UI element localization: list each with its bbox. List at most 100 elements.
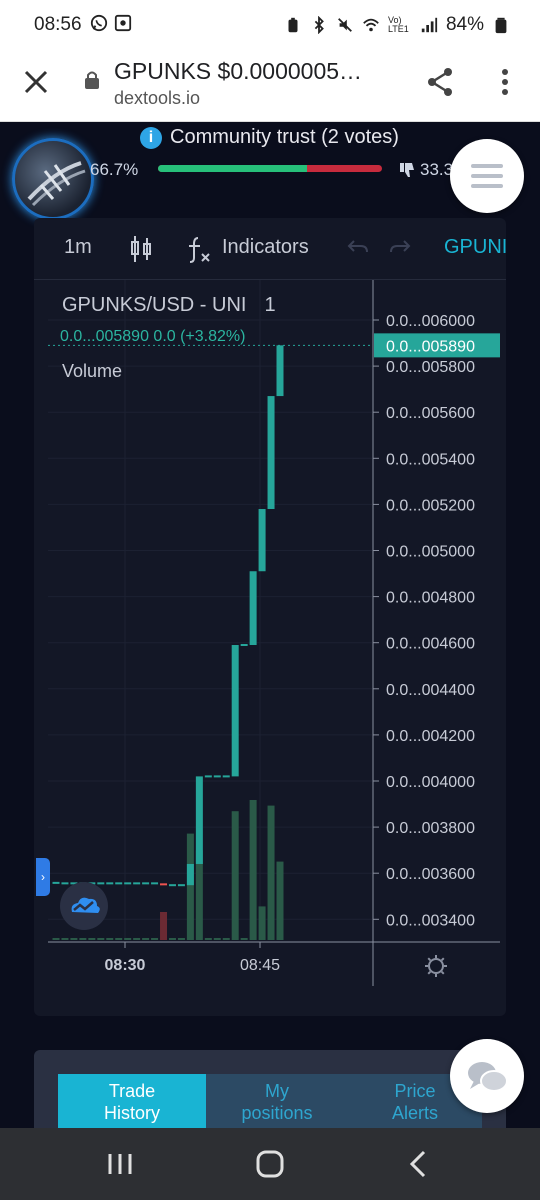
- volume-bar: [204, 938, 212, 940]
- volume-bar: [213, 938, 221, 940]
- symbol-tab[interactable]: GPUNI: [444, 236, 506, 258]
- candle-type-icon[interactable]: [130, 234, 152, 264]
- price-chart[interactable]: 0.0...006000 0.0...005800 0.0...005600 0.0.…: [34, 280, 506, 1016]
- side-panel-toggle[interactable]: ›: [36, 858, 50, 896]
- volume-bar: [142, 938, 150, 940]
- candle: [186, 863, 194, 886]
- chart-toolbar: 1m Indicators GPUNI: [34, 218, 506, 280]
- volume-bar: [160, 912, 168, 940]
- y-tick-label: 0.0...004800: [386, 590, 475, 607]
- wifi-icon: [363, 18, 379, 32]
- current-price-tag-label: 0.0...005890: [386, 338, 475, 355]
- notification-icon: [288, 17, 298, 33]
- tab-label: History: [103, 1103, 160, 1123]
- candle: [249, 571, 257, 646]
- volume-bar: [168, 938, 176, 940]
- home-icon[interactable]: [254, 1148, 286, 1180]
- status-bar: 08:56 Vo) LTE1 84%: [0, 0, 540, 50]
- candle: [240, 644, 248, 647]
- whatsapp-icon: [90, 14, 108, 32]
- candle: [124, 882, 132, 885]
- android-nav-bar: [0, 1128, 540, 1200]
- menu-bar-icon: [471, 184, 503, 188]
- current-price-tag: [374, 333, 500, 358]
- share-icon[interactable]: [424, 66, 456, 98]
- candle: [160, 883, 168, 886]
- close-icon[interactable]: [22, 68, 50, 96]
- y-tick-label: 0.0...003400: [386, 912, 475, 929]
- candle: [276, 345, 284, 397]
- volume-bar: [97, 938, 105, 940]
- tab-label: positions: [241, 1103, 313, 1123]
- y-tick-label: 0.0...004200: [386, 728, 475, 745]
- trust-down-percent: 33.3: [420, 160, 454, 179]
- volume-bar: [61, 938, 69, 940]
- last-price-line: 0.0...005890 0.0 (+3.82%): [60, 328, 246, 345]
- chat-icon: [468, 1062, 508, 1092]
- y-tick-label: 0.0...005000: [386, 544, 475, 561]
- y-tick-label: 0.0...005200: [386, 497, 475, 514]
- lock-icon: [85, 71, 99, 89]
- browser-toolbar: GPUNKS $0.0000005… dextools.io: [0, 50, 540, 122]
- candle: [177, 884, 185, 887]
- candle: [106, 882, 114, 885]
- chart-settings-icon[interactable]: [425, 955, 447, 977]
- tab-label: My: [265, 1081, 289, 1101]
- info-icon[interactable]: i: [140, 126, 162, 149]
- pair-interval: 1: [264, 294, 276, 316]
- status-time: 08:56: [34, 14, 82, 35]
- volume-bar: [222, 938, 230, 940]
- community-trust-title: Community trust (2 votes): [170, 126, 399, 148]
- tab-my-positions[interactable]: My positions: [206, 1074, 348, 1130]
- redo-icon[interactable]: [388, 238, 412, 258]
- chart-container: 1m Indicators GPUNI 0.0...006000 0.0...00…: [34, 218, 506, 1016]
- candle: [222, 775, 230, 778]
- chart-svg: 0.0...006000 0.0...005800 0.0...005600 0.0.…: [48, 280, 500, 986]
- candle: [115, 882, 123, 885]
- candle: [213, 775, 221, 778]
- page-title[interactable]: GPUNKS $0.0000005…: [114, 58, 363, 84]
- trade-panel: Trade History My positions Price Alerts: [34, 1050, 506, 1130]
- trust-ratio-bar: [158, 165, 382, 172]
- y-tick-label: 0.0...005400: [386, 451, 475, 468]
- pair-name: GPUNKS/USD - UNI: [62, 294, 247, 316]
- candle: [142, 882, 150, 885]
- undo-icon[interactable]: [346, 238, 370, 258]
- thumbs-down-icon[interactable]: [398, 161, 416, 179]
- candle: [97, 882, 105, 885]
- interval-button[interactable]: 1m: [64, 236, 92, 258]
- candle: [195, 776, 203, 864]
- candle: [133, 882, 141, 885]
- back-icon[interactable]: [404, 1148, 436, 1180]
- candle: [52, 881, 60, 884]
- volume-bar: [79, 938, 87, 940]
- volte-label: Vo) LTE1: [387, 15, 409, 34]
- menu-button[interactable]: [450, 139, 524, 213]
- volume-bar: [88, 938, 96, 940]
- community-trust-heading: i Community trust (2 votes): [140, 126, 399, 149]
- x-tick-label: 08:45: [240, 957, 280, 974]
- battery-percent: 84%: [445, 14, 484, 35]
- token-avatar[interactable]: [12, 138, 94, 220]
- x-tick-label: 08:30: [105, 957, 146, 974]
- fx-icon[interactable]: [186, 234, 212, 264]
- page-domain[interactable]: dextools.io: [114, 88, 201, 108]
- chat-button[interactable]: [450, 1039, 524, 1113]
- app-square-icon: [114, 14, 132, 32]
- recent-apps-icon[interactable]: [104, 1148, 136, 1180]
- tradingview-logo-button[interactable]: [60, 882, 108, 930]
- volume-bar: [177, 938, 185, 940]
- volume-bar: [267, 805, 275, 940]
- indicators-button[interactable]: Indicators: [222, 236, 309, 258]
- more-options-icon[interactable]: [498, 66, 512, 98]
- candle: [258, 509, 266, 572]
- tab-trade-history[interactable]: Trade History: [58, 1074, 206, 1130]
- volume-bar: [249, 800, 257, 940]
- y-tick-label: 0.0...004000: [386, 774, 475, 791]
- volume-bar: [115, 938, 123, 940]
- volume-bar: [133, 938, 141, 940]
- menu-bar-icon: [471, 174, 503, 178]
- volume-bar: [52, 938, 60, 940]
- tab-label: Price: [394, 1081, 436, 1101]
- y-tick-label: 0.0...004600: [386, 636, 475, 653]
